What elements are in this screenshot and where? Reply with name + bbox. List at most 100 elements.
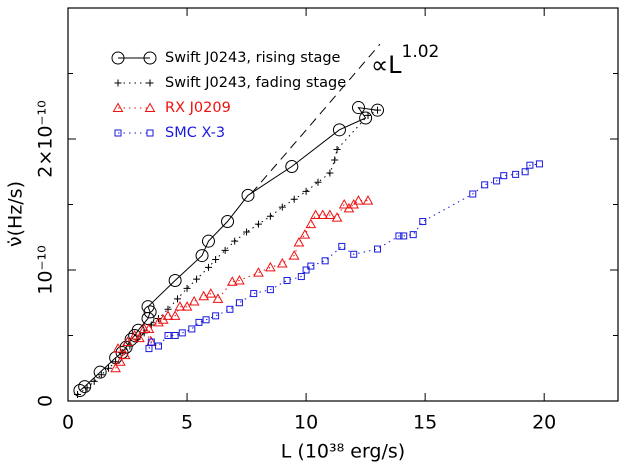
data-point bbox=[285, 160, 299, 174]
data-point bbox=[364, 111, 372, 119]
data-point bbox=[226, 305, 234, 313]
data-point bbox=[168, 273, 182, 287]
data-point bbox=[188, 295, 200, 306]
annotation-text: ∝L bbox=[371, 51, 402, 79]
data-point bbox=[143, 323, 155, 333]
data-point bbox=[350, 250, 358, 258]
data-point bbox=[395, 232, 403, 240]
data-point bbox=[314, 178, 322, 186]
series-line bbox=[79, 106, 378, 391]
data-point bbox=[178, 329, 186, 337]
legend-label: Swift J0243, fading stage bbox=[165, 75, 346, 91]
data-point bbox=[305, 218, 317, 229]
data-point bbox=[221, 246, 229, 254]
data-point bbox=[174, 301, 186, 311]
data-point bbox=[290, 195, 298, 203]
data-point bbox=[310, 209, 321, 219]
data-point bbox=[253, 267, 264, 277]
y-tick-label: 0 bbox=[35, 395, 57, 407]
legend-marker bbox=[144, 102, 156, 112]
x-tick-label: 15 bbox=[413, 412, 437, 434]
x-tick-label: 5 bbox=[181, 412, 193, 434]
data-point bbox=[90, 377, 98, 385]
legend-label: RX J0209 bbox=[165, 100, 231, 116]
data-point bbox=[254, 220, 262, 228]
data-point bbox=[234, 274, 245, 285]
data-point bbox=[201, 234, 215, 248]
data-point bbox=[317, 209, 329, 219]
data-point bbox=[512, 170, 520, 178]
data-point bbox=[143, 305, 157, 319]
legend-label: Swift J0243, rising stage bbox=[165, 50, 341, 66]
data-point bbox=[122, 336, 133, 347]
data-point bbox=[83, 384, 91, 392]
data-point bbox=[188, 325, 196, 333]
series-line bbox=[77, 109, 378, 395]
data-point bbox=[371, 103, 385, 117]
data-point bbox=[297, 273, 305, 281]
series-line bbox=[148, 163, 540, 349]
data-point bbox=[74, 390, 82, 398]
data-point bbox=[147, 338, 155, 346]
data-point bbox=[73, 384, 87, 398]
x-axis-label: L (10³⁸ erg/s) bbox=[281, 441, 405, 463]
data-point bbox=[235, 299, 243, 307]
data-point bbox=[288, 250, 300, 260]
data-point bbox=[307, 262, 315, 270]
data-point bbox=[195, 318, 203, 326]
data-point bbox=[231, 237, 239, 245]
data-point bbox=[351, 101, 365, 115]
legend-marker bbox=[114, 79, 122, 87]
data-point bbox=[241, 188, 255, 202]
data-point bbox=[78, 380, 92, 394]
data-point bbox=[226, 276, 238, 286]
data-point bbox=[293, 236, 305, 247]
annotation: ∝L1.02 bbox=[371, 42, 439, 79]
legend-marker bbox=[112, 102, 124, 112]
legend-marker bbox=[143, 51, 157, 65]
data-point bbox=[205, 288, 217, 298]
data-point bbox=[299, 229, 311, 239]
data-point bbox=[338, 198, 350, 209]
data-point bbox=[302, 266, 310, 274]
legend-marker bbox=[146, 129, 154, 137]
data-point bbox=[324, 209, 336, 219]
fit-line bbox=[250, 43, 381, 194]
data-point bbox=[278, 203, 286, 211]
data-point bbox=[419, 218, 427, 226]
data-point bbox=[266, 286, 274, 294]
data-point bbox=[469, 190, 477, 198]
data-point bbox=[221, 215, 235, 229]
data-point bbox=[212, 293, 224, 303]
data-point bbox=[326, 169, 334, 177]
data-point bbox=[154, 342, 162, 350]
legend-marker bbox=[114, 129, 122, 137]
plot-frame bbox=[67, 7, 619, 402]
data-point bbox=[145, 345, 153, 353]
data-point bbox=[174, 295, 182, 303]
data-point bbox=[276, 257, 288, 268]
data-point bbox=[141, 300, 155, 314]
data-point bbox=[104, 364, 112, 372]
annotation-exponent: 1.02 bbox=[402, 42, 440, 62]
data-point bbox=[333, 145, 341, 153]
data-point bbox=[353, 195, 364, 205]
data-point bbox=[153, 316, 164, 327]
data-point bbox=[115, 356, 126, 366]
data-point bbox=[400, 232, 408, 240]
data-point bbox=[331, 156, 339, 164]
data-point bbox=[195, 249, 209, 263]
data-point bbox=[110, 362, 121, 373]
data-point bbox=[93, 365, 107, 379]
data-point bbox=[302, 187, 310, 195]
data-point bbox=[283, 276, 291, 284]
data-point bbox=[526, 161, 534, 169]
data-point bbox=[332, 123, 346, 137]
x-tick-label: 10 bbox=[294, 412, 318, 434]
data-point bbox=[202, 316, 210, 324]
y-tick-label: 2×10⁻¹⁰ bbox=[35, 100, 57, 177]
legend-marker bbox=[111, 51, 125, 65]
data-point bbox=[193, 275, 201, 283]
